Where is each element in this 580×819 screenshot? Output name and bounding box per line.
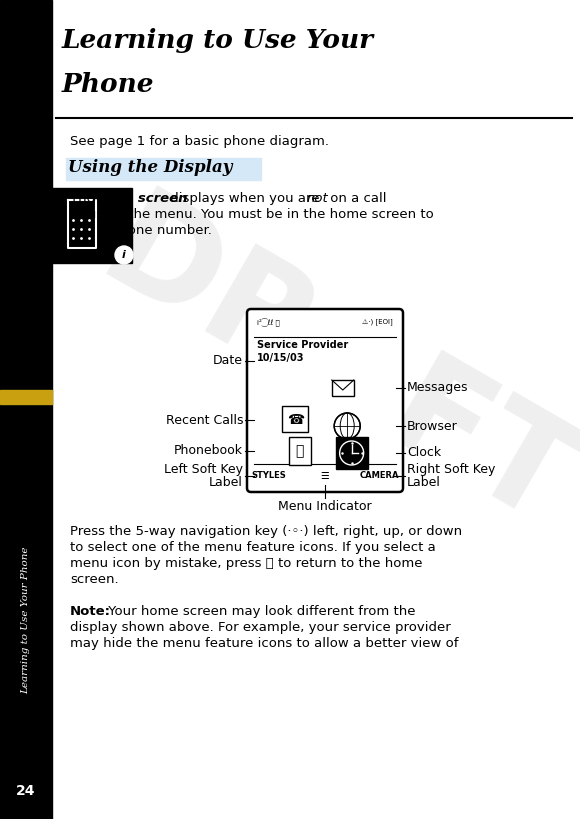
Text: Press the 5-way navigation key (·◦·) left, right, up, or down: Press the 5-way navigation key (·◦·) lef…	[70, 525, 462, 538]
Text: ☎: ☎	[287, 413, 304, 427]
Text: Browser: Browser	[407, 419, 458, 432]
Bar	[52, 188, 132, 263]
Text: menu icon by mistake, press ⓞ to return to the home: menu icon by mistake, press ⓞ to return …	[70, 557, 422, 570]
Bar	[0, 390, 52, 404]
Text: to select one of the menu feature icons. If you select a: to select one of the menu feature icons.…	[70, 541, 436, 554]
Text: ⚠·) [EOI]: ⚠·) [EOI]	[362, 318, 393, 325]
Bar	[66, 158, 261, 180]
Text: Label: Label	[407, 476, 441, 488]
Bar	[289, 437, 311, 465]
Text: i²⁐ℓℓ ⚿: i²⁐ℓℓ ⚿	[257, 318, 280, 327]
Text: Messages: Messages	[407, 382, 469, 395]
Text: Your home screen may look different from the: Your home screen may look different from…	[104, 605, 415, 618]
Text: or using the menu. You must be in the home screen to: or using the menu. You must be in the ho…	[70, 208, 434, 221]
Text: Phonebook: Phonebook	[174, 445, 243, 458]
Text: Learning to Use Your: Learning to Use Your	[62, 28, 374, 53]
Bar	[336, 437, 368, 469]
Text: may hide the menu feature icons to allow a better view of: may hide the menu feature icons to allow…	[70, 637, 459, 650]
Text: Clock: Clock	[407, 446, 441, 459]
Text: Right Soft Key: Right Soft Key	[407, 464, 495, 477]
Text: 24: 24	[16, 784, 36, 798]
FancyBboxPatch shape	[247, 309, 403, 492]
Bar	[0, 0, 52, 819]
Bar	[332, 380, 354, 396]
Text: Label: Label	[209, 476, 243, 488]
Text: Using the Display: Using the Display	[68, 159, 233, 176]
Text: CAMERA: CAMERA	[359, 472, 399, 481]
Text: i: i	[122, 250, 126, 260]
Text: Service Provider: Service Provider	[257, 340, 348, 350]
Circle shape	[340, 441, 364, 465]
Text: displays when you are: displays when you are	[166, 192, 324, 205]
Text: screen.: screen.	[70, 573, 119, 586]
Text: Menu Indicator: Menu Indicator	[278, 500, 372, 513]
Text: The: The	[70, 192, 99, 205]
Text: See page 1 for a basic phone diagram.: See page 1 for a basic phone diagram.	[70, 135, 329, 148]
Text: DRAFT: DRAFT	[78, 180, 580, 557]
Text: Phone: Phone	[62, 72, 154, 97]
Text: display shown above. For example, your service provider: display shown above. For example, your s…	[70, 621, 451, 634]
Text: Date: Date	[213, 355, 243, 368]
Circle shape	[115, 246, 133, 264]
Text: 📖: 📖	[296, 444, 304, 458]
Text: on a call: on a call	[326, 192, 386, 205]
Text: Learning to Use Your Phone: Learning to Use Your Phone	[21, 546, 31, 694]
Text: 10/15/03: 10/15/03	[257, 353, 304, 363]
Text: home screen: home screen	[92, 192, 187, 205]
Text: Recent Calls: Recent Calls	[165, 414, 243, 427]
Text: dial a phone number.: dial a phone number.	[70, 224, 212, 237]
Text: STYLES: STYLES	[252, 472, 287, 481]
Text: Note:: Note:	[70, 605, 111, 618]
Circle shape	[334, 413, 360, 439]
Text: ☰: ☰	[321, 471, 329, 481]
Text: not: not	[307, 192, 329, 205]
Text: Left Soft Key: Left Soft Key	[164, 464, 243, 477]
Bar	[282, 406, 309, 432]
